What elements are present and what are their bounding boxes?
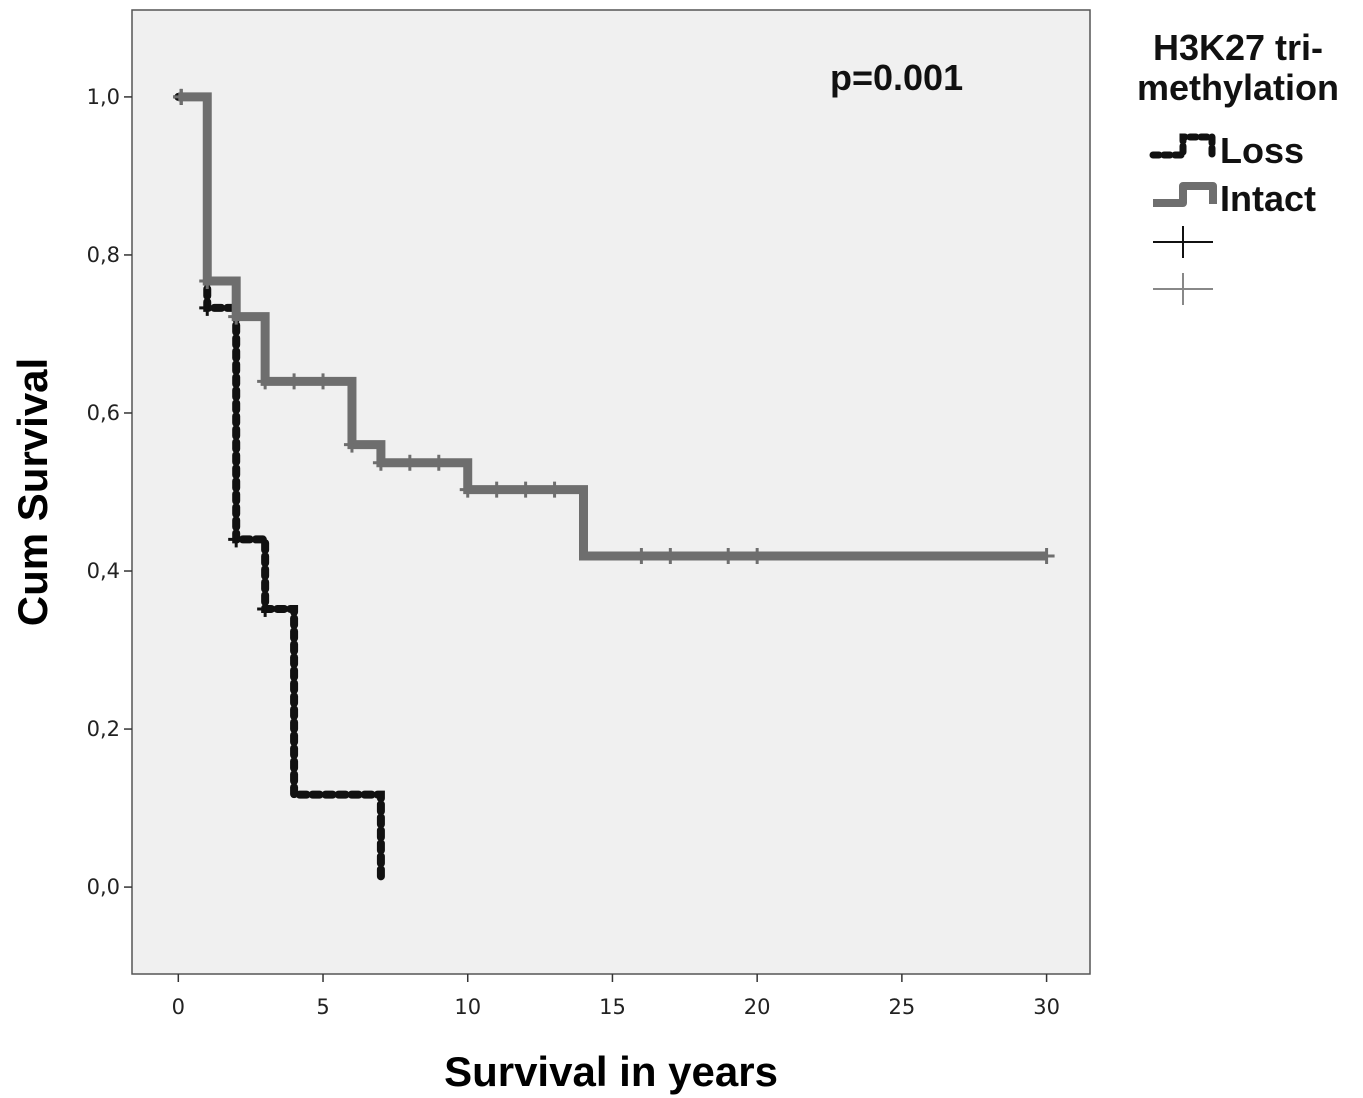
x-tick-label: 10 (454, 995, 481, 1019)
x-axis-title: Survival in years (444, 1048, 778, 1095)
y-tick-label: 0,8 (87, 243, 120, 267)
censor-marker-intact (315, 373, 332, 390)
censor-marker-intact (286, 373, 303, 390)
censor-marker-intact (720, 548, 737, 565)
censor-marker-intact (430, 454, 447, 471)
legend-title-line-2: methylation (1137, 67, 1339, 108)
x-tick-label: 25 (889, 995, 916, 1019)
legend-intact-censor-marker (1153, 273, 1213, 305)
censor-marker-intact (401, 454, 418, 471)
censor-marker-intact (517, 481, 534, 498)
y-tick-label: 0,6 (87, 401, 120, 425)
y-axis: 0,0 0,2 0,4 0,6 0,8 1,0 (87, 85, 132, 899)
x-tick-label: 15 (599, 995, 626, 1019)
p-value-annotation: p=0.001 (830, 57, 963, 98)
legend-loss-swatch (1149, 133, 1216, 160)
x-tick-label: 0 (172, 995, 185, 1019)
legend-intact-swatch (1153, 182, 1217, 207)
censor-marker-loss (199, 299, 216, 316)
series-layer (173, 88, 1055, 884)
censor-marker-intact (199, 273, 216, 290)
y-tick-label: 0,2 (87, 717, 120, 741)
censor-marker-intact (546, 481, 563, 498)
censor-marker-intact (228, 308, 245, 325)
legend-title-line-1: H3K27 tri- (1153, 27, 1323, 68)
censor-marker-intact (343, 436, 360, 453)
censor-marker-intact (749, 548, 766, 565)
plot-area (131, 9, 1091, 975)
censor-marker-intact (372, 454, 389, 471)
y-tick-label: 0,0 (87, 875, 120, 899)
x-tick-label: 30 (1033, 995, 1060, 1019)
legend: H3K27 tri- methylation Loss Intact (1137, 27, 1339, 305)
legend-loss-censor-marker (1153, 226, 1213, 258)
censor-marker-intact (633, 548, 650, 565)
censor-marker-intact (662, 548, 679, 565)
y-tick-label: 1,0 (87, 85, 120, 109)
x-tick-label: 20 (744, 995, 771, 1019)
censor-marker-intact (173, 88, 190, 105)
censor-marker-intact (488, 481, 505, 498)
legend-loss-label: Loss (1220, 130, 1304, 171)
censor-marker-loss (228, 531, 245, 548)
legend-intact-label: Intact (1220, 178, 1316, 219)
censor-marker-intact (257, 373, 274, 390)
censor-marker-intact (459, 481, 476, 498)
x-axis: 0 5 10 15 20 25 30 (172, 974, 1060, 1019)
censor-marker-loss (257, 600, 274, 617)
censor-marker-intact (1038, 548, 1055, 565)
y-axis-title: Cum Survival (9, 358, 56, 626)
y-tick-label: 0,4 (87, 559, 120, 583)
x-tick-label: 5 (316, 995, 329, 1019)
